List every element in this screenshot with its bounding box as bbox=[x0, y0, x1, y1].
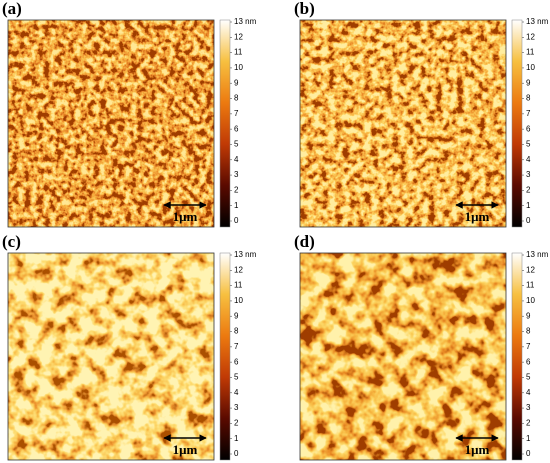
colorbar-tick-label: 4 bbox=[234, 155, 239, 164]
colorbar-tick-label: 0 bbox=[234, 449, 239, 458]
image-frame bbox=[299, 252, 507, 461]
colorbar-tick-label: 6 bbox=[234, 357, 239, 366]
colorbar-tick-label: 5 bbox=[234, 373, 239, 382]
colorbar-tick-label: 9 bbox=[234, 78, 239, 87]
colorbar-tick-label: 1 bbox=[234, 434, 239, 443]
colorbar-tick-label: 12 bbox=[526, 32, 535, 41]
panel-label: (d) bbox=[294, 232, 315, 251]
colorbar-tick-label: 12 bbox=[526, 265, 535, 274]
colorbar-tick-label: 8 bbox=[234, 94, 239, 103]
colorbar-tick-label: 2 bbox=[526, 418, 531, 427]
scale-bar-label: 1μm bbox=[465, 209, 490, 224]
colorbar-tick-label: 2 bbox=[234, 418, 239, 427]
colorbar-tick-label: 12 bbox=[234, 32, 243, 41]
colorbar-tick-label: 6 bbox=[234, 124, 239, 133]
colorbar-tick-label: 3 bbox=[526, 170, 531, 179]
colorbar-tick-label: 11 bbox=[234, 281, 243, 290]
colorbar-tick-label: 1 bbox=[526, 434, 531, 443]
colorbar-tick-label: 7 bbox=[234, 109, 239, 118]
panel-label: (c) bbox=[2, 232, 21, 251]
image-frame bbox=[7, 252, 215, 461]
colorbar-tick-label: 9 bbox=[526, 311, 531, 320]
colorbar-tick-label: 5 bbox=[526, 373, 531, 382]
colorbar bbox=[219, 252, 231, 461]
colorbar-tick-label: 1 bbox=[234, 201, 239, 210]
colorbar bbox=[511, 252, 523, 461]
afm-image bbox=[8, 253, 214, 460]
colorbar-tick-label: 7 bbox=[234, 342, 239, 351]
colorbar-tick-label: 8 bbox=[234, 327, 239, 336]
colorbar-tick-label: 6 bbox=[526, 357, 531, 366]
colorbar-tick-label: 4 bbox=[526, 155, 531, 164]
colorbar-tick-label: 7 bbox=[526, 109, 531, 118]
colorbar-tick-label: 9 bbox=[526, 78, 531, 87]
colorbar-tick-label: 10 bbox=[234, 63, 243, 72]
colorbar-tick-label: 9 bbox=[234, 311, 239, 320]
colorbar-tick-label: 3 bbox=[234, 403, 239, 412]
colorbar-tick-label: 0 bbox=[234, 216, 239, 225]
colorbar-tick-label: 5 bbox=[526, 140, 531, 149]
colorbar-tick-label: 13 nm bbox=[234, 250, 257, 259]
colorbar bbox=[511, 19, 523, 228]
colorbar-tick-label: 6 bbox=[526, 124, 531, 133]
colorbar bbox=[219, 19, 231, 228]
colorbar-tick-label: 13 nm bbox=[234, 17, 257, 26]
colorbar-tick-label: 11 bbox=[526, 48, 535, 57]
colorbar-tick-label: 11 bbox=[526, 281, 535, 290]
colorbar-tick-label: 1 bbox=[526, 201, 531, 210]
colorbar-tick-label: 7 bbox=[526, 342, 531, 351]
colorbar-tick-label: 4 bbox=[526, 388, 531, 397]
colorbar-tick-label: 8 bbox=[526, 94, 531, 103]
afm-image bbox=[8, 20, 214, 227]
panel-label: (b) bbox=[294, 0, 315, 18]
scale-bar-label: 1μm bbox=[173, 442, 198, 457]
panel-label: (a) bbox=[2, 0, 22, 18]
colorbar-tick-label: 8 bbox=[526, 327, 531, 336]
colorbar-tick-label: 3 bbox=[526, 403, 531, 412]
colorbar-tick-label: 2 bbox=[234, 185, 239, 194]
colorbar-tick-label: 5 bbox=[234, 140, 239, 149]
colorbar-tick-label: 4 bbox=[234, 388, 239, 397]
colorbar-tick-label: 11 bbox=[234, 48, 243, 57]
afm-image bbox=[300, 20, 506, 227]
image-frame bbox=[7, 19, 215, 228]
colorbar-tick-label: 10 bbox=[234, 296, 243, 305]
scale-bar-label: 1μm bbox=[173, 209, 198, 224]
colorbar-tick-label: 13 nm bbox=[526, 17, 549, 26]
colorbar-tick-label: 0 bbox=[526, 449, 531, 458]
scale-bar-label: 1μm bbox=[465, 442, 490, 457]
colorbar-tick-label: 13 nm bbox=[526, 250, 549, 259]
image-frame bbox=[299, 19, 507, 228]
colorbar-tick-label: 2 bbox=[526, 185, 531, 194]
colorbar-tick-label: 0 bbox=[526, 216, 531, 225]
colorbar-tick-label: 10 bbox=[526, 63, 535, 72]
afm-image bbox=[300, 253, 506, 460]
colorbar-tick-label: 12 bbox=[234, 265, 243, 274]
colorbar-tick-label: 10 bbox=[526, 296, 535, 305]
colorbar-tick-label: 3 bbox=[234, 170, 239, 179]
